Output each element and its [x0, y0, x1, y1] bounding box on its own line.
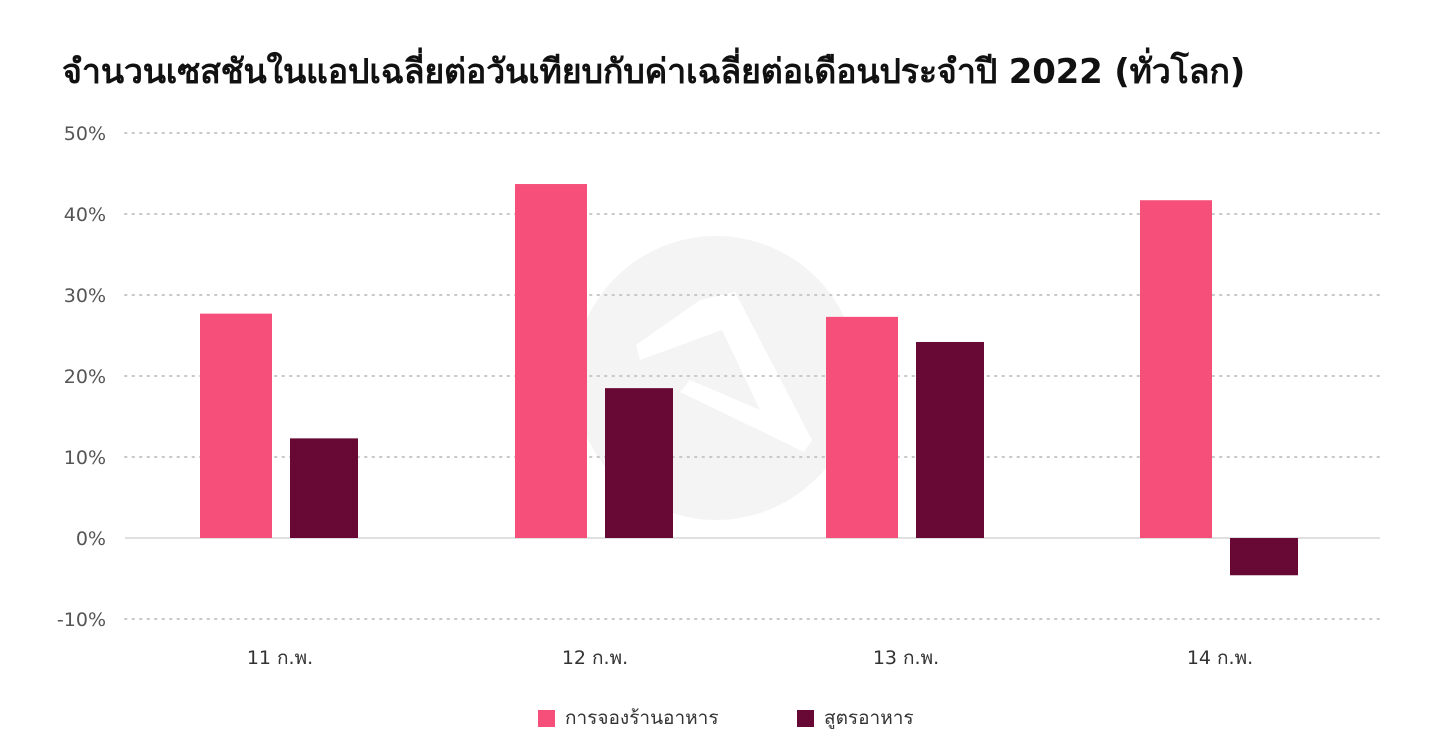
bar-series-2-3: [916, 341, 984, 538]
bar-series-2-4: [1230, 538, 1298, 576]
bar-series-1-2: [515, 184, 587, 538]
y-tick-label: -10%: [57, 609, 106, 631]
bar-chart: 50% 40% 30% 20% 10% 0% -10% 11 ก.พ. 12 ก.พ. 13 ก…: [57, 123, 1381, 669]
x-tick-label: 14 ก.พ.: [1187, 647, 1253, 669]
bars: [200, 184, 1298, 576]
legend-item-series-1: การจองร้านอาหาร: [538, 703, 719, 733]
chart-title: จำนวนเซสชันในแอปเฉลี่ยต่อวันเทียบกับค่าเ…: [62, 52, 1246, 92]
bar-series-1-1: [200, 313, 272, 538]
legend-label-series-1: การจองร้านอาหาร: [565, 707, 719, 729]
legend-label-series-2: สูตรอาหาร: [824, 707, 914, 729]
x-axis-ticks: 11 ก.พ. 12 ก.พ. 13 ก.พ. 14 ก.พ.: [247, 647, 1253, 669]
x-tick-label: 13 ก.พ.: [873, 647, 939, 669]
legend: การจองร้านอาหาร สูตรอาหาร: [0, 703, 1440, 731]
x-tick-label: 12 ก.พ.: [562, 647, 628, 669]
y-axis-ticks: 50% 40% 30% 20% 10% 0% -10%: [57, 123, 106, 631]
y-tick-label: 0%: [76, 528, 106, 550]
y-tick-label: 10%: [64, 447, 106, 469]
bar-series-1-3: [826, 316, 898, 538]
bar-series-2-2: [605, 388, 673, 538]
legend-swatch-series-2: [797, 709, 814, 727]
bar-series-2-1: [290, 438, 358, 538]
x-tick-label: 11 ก.พ.: [247, 647, 313, 669]
y-tick-label: 20%: [64, 366, 106, 388]
legend-swatch-series-1: [538, 709, 555, 727]
legend-item-series-2: สูตรอาหาร: [797, 703, 914, 733]
y-tick-label: 40%: [64, 204, 106, 226]
y-tick-label: 30%: [64, 285, 106, 307]
y-tick-label: 50%: [64, 123, 106, 145]
bar-series-1-4: [1140, 200, 1212, 539]
watermark-glyph: [636, 292, 812, 452]
